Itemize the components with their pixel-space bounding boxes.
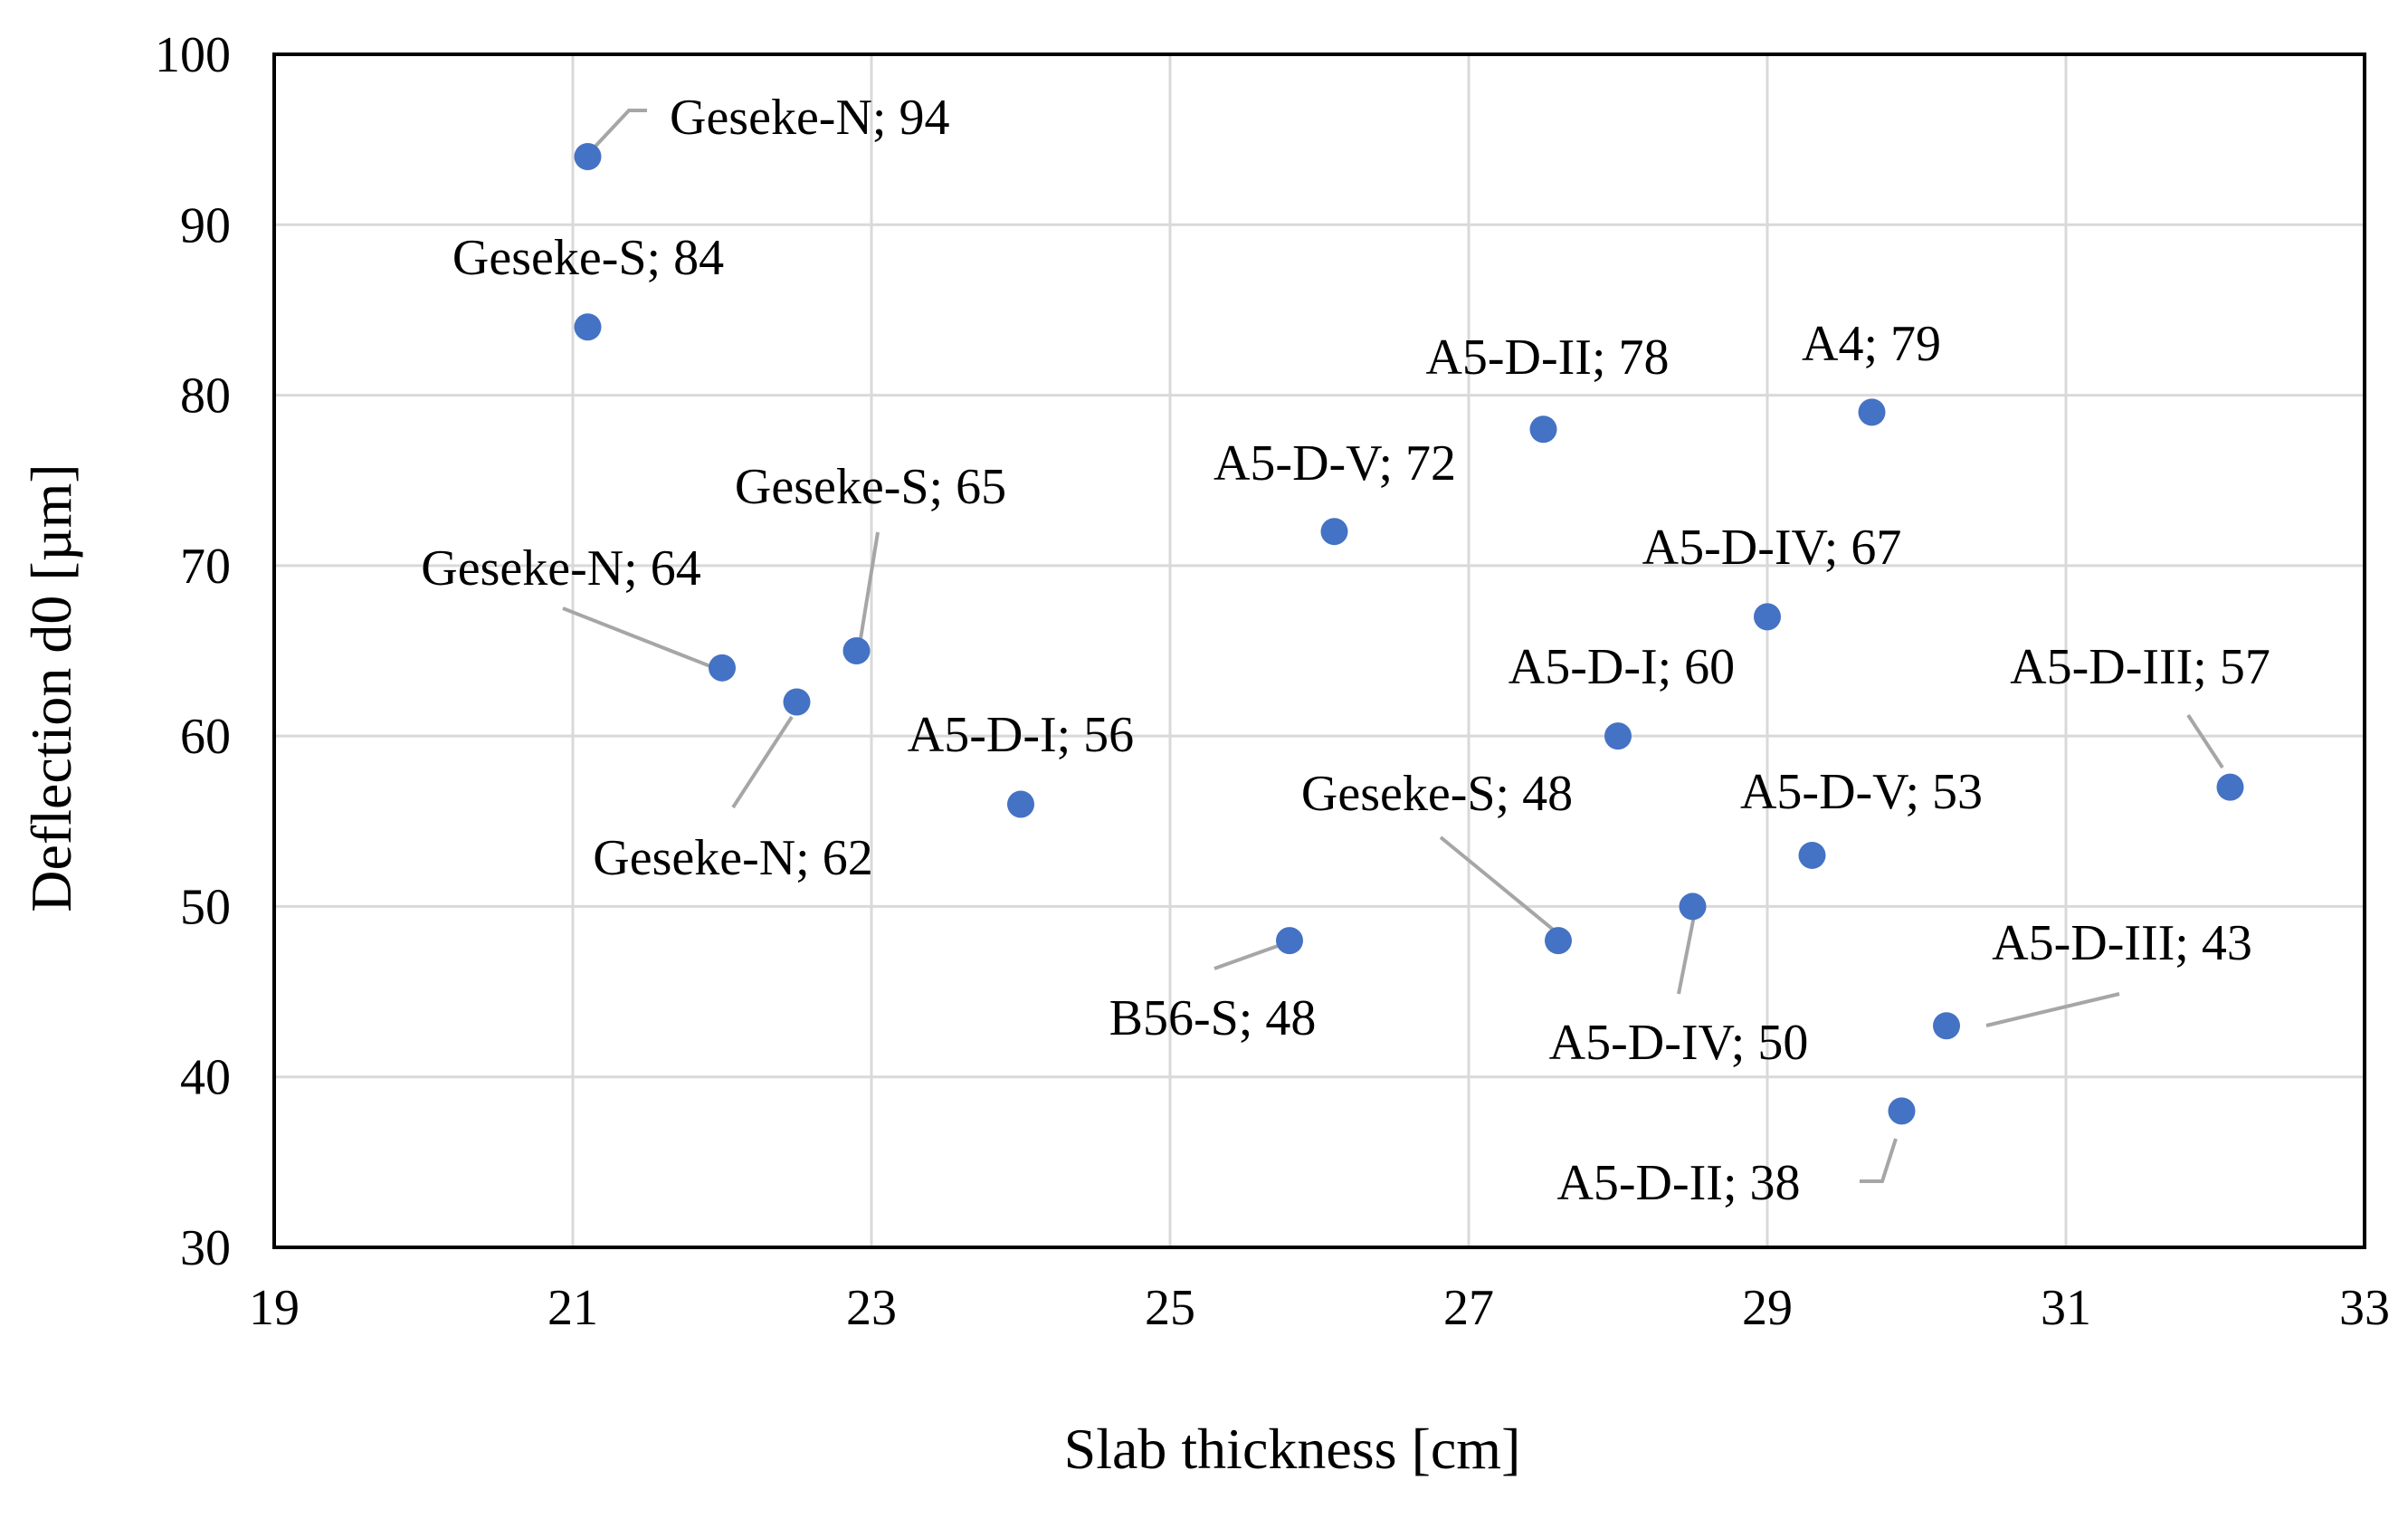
data-point <box>1933 1012 1960 1040</box>
data-points <box>574 142 2244 1125</box>
label-leader-line <box>1860 1138 1898 1183</box>
point-label: A5-D-II; 38 <box>1556 1155 1800 1211</box>
y-tick-label: 100 <box>155 27 231 83</box>
point-label: A4; 79 <box>1802 316 1941 372</box>
point-label: A5-D-I; 60 <box>1509 639 1735 695</box>
point-label: A5-D-IV; 67 <box>1642 520 1902 576</box>
data-point <box>1858 398 1886 426</box>
label-leader-line <box>586 109 647 156</box>
x-axis-title: Slab thickness [cm] <box>1064 1417 1521 1481</box>
point-label: A5-D-II; 78 <box>1425 329 1669 386</box>
point-label: Geseke-N; 62 <box>593 830 872 886</box>
data-point <box>1545 927 1572 955</box>
y-tick-label: 40 <box>180 1050 231 1106</box>
point-label: Geseke-N; 64 <box>421 540 700 597</box>
point-label: A5-D-V; 53 <box>1740 764 1983 820</box>
data-point <box>1888 1097 1916 1125</box>
tick-labels: 19 21 23 25 27 29 31 33 30 40 50 60 70 80 90 100 <box>155 27 2390 1336</box>
label-leader-line <box>1985 992 2120 1027</box>
data-point <box>1679 893 1707 921</box>
point-label: A5-D-I; 56 <box>908 707 1134 763</box>
leader-lines <box>562 109 2224 1183</box>
x-tick-label: 25 <box>1145 1280 1195 1336</box>
data-point <box>1276 927 1303 955</box>
x-tick-label: 29 <box>1742 1280 1793 1336</box>
x-tick-label: 19 <box>249 1280 300 1336</box>
y-tick-label: 90 <box>180 197 231 253</box>
gridlines <box>274 54 2365 1247</box>
data-point <box>574 142 602 170</box>
point-label: A5-D-III; 57 <box>2010 639 2270 695</box>
data-point <box>1529 415 1557 444</box>
point-label: Geseke-S; 84 <box>452 230 724 286</box>
plot-area-frame <box>272 53 2366 1249</box>
label-leader-line <box>731 715 794 809</box>
point-label: A5-D-IV; 50 <box>1549 1015 1809 1071</box>
data-point <box>1604 722 1632 750</box>
data-point <box>574 313 602 341</box>
data-point <box>2216 773 2244 801</box>
data-point <box>842 637 871 664</box>
label-leader-line <box>858 531 880 645</box>
point-label: A5-D-III; 43 <box>1992 915 2252 971</box>
data-point <box>1007 790 1034 818</box>
label-leader-line <box>1439 835 1558 934</box>
data-point <box>709 654 736 682</box>
point-label: B56-S; 48 <box>1109 990 1317 1046</box>
label-leader-line <box>2186 713 2224 769</box>
label-leader-line <box>1677 915 1696 995</box>
point-label: A5-D-V; 72 <box>1214 435 1456 492</box>
x-tick-label: 33 <box>2339 1280 2390 1336</box>
point-label: Geseke-N; 94 <box>670 90 949 146</box>
data-point <box>1320 518 1348 546</box>
label-leader-line <box>1214 944 1279 970</box>
y-tick-label: 80 <box>180 368 231 425</box>
point-label: Geseke-S; 65 <box>735 459 1006 515</box>
y-axis-title: Deflection d0 [µm] <box>19 463 83 912</box>
x-tick-label: 23 <box>846 1280 897 1336</box>
y-tick-label: 70 <box>180 539 231 595</box>
point-labels: Geseke-N; 94 Geseke-S; 84 Geseke-N; 64 Gese… <box>421 90 2270 1211</box>
x-tick-label: 21 <box>547 1280 598 1336</box>
label-leader-line <box>562 606 720 672</box>
data-point <box>783 688 811 716</box>
point-label: Geseke-S; 48 <box>1301 766 1573 822</box>
y-tick-label: 30 <box>180 1220 231 1276</box>
x-tick-label: 31 <box>2041 1280 2091 1336</box>
y-tick-label: 60 <box>180 709 231 765</box>
data-point <box>1798 841 1826 869</box>
x-tick-label: 27 <box>1443 1280 1494 1336</box>
data-point <box>1754 603 1781 631</box>
y-tick-label: 50 <box>180 879 231 935</box>
